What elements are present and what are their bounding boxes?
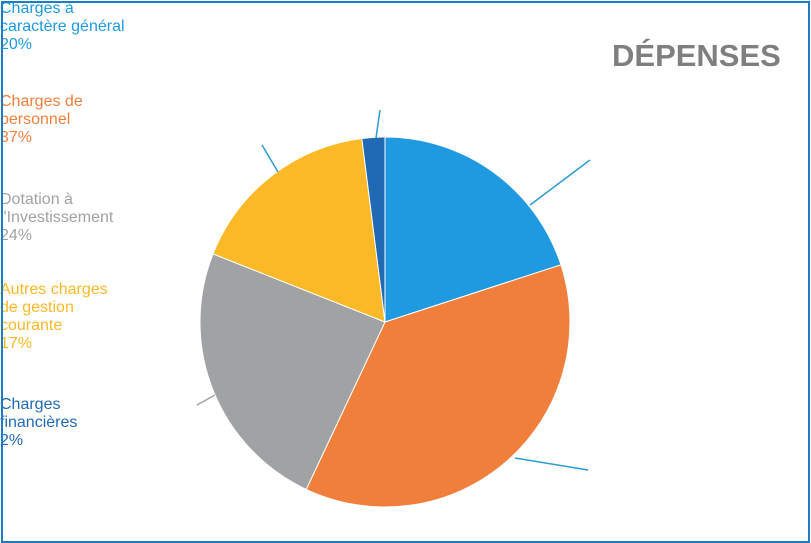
leader-line <box>375 109 381 139</box>
value-label: 2% <box>0 432 24 449</box>
label-box: Dotation à l'Investissement 24% <box>0 191 164 281</box>
pie-slice <box>212 137 386 323</box>
leader-line <box>261 144 279 173</box>
label-box: Charges à caractère général 20% <box>0 0 193 93</box>
label-box: Autres charges de gestion courante 17% <box>0 281 157 396</box>
pie-slice <box>384 136 562 323</box>
value-label: 37% <box>0 129 33 146</box>
category-label: Autres charges de gestion courante <box>0 281 108 334</box>
pie-slice <box>361 136 386 323</box>
label-box: Charges de personnel 37% <box>0 93 195 191</box>
leader-line <box>529 159 591 206</box>
pie-slice <box>305 264 571 508</box>
category-label: Charges de personnel <box>0 93 83 128</box>
chart-title: DÉPENSES <box>612 38 781 73</box>
value-label: 24% <box>0 227 33 244</box>
value-label: 17% <box>0 335 33 352</box>
category-label: Charges à caractère général <box>0 0 125 35</box>
value-label: 20% <box>0 36 33 53</box>
pie-slice <box>199 253 386 491</box>
label-box: Charges financières 2% <box>0 396 110 478</box>
category-label: Dotation à l'Investissement <box>0 191 114 226</box>
leader-line <box>514 457 589 471</box>
leader-line <box>196 394 216 406</box>
category-label: Charges financières <box>0 396 78 431</box>
